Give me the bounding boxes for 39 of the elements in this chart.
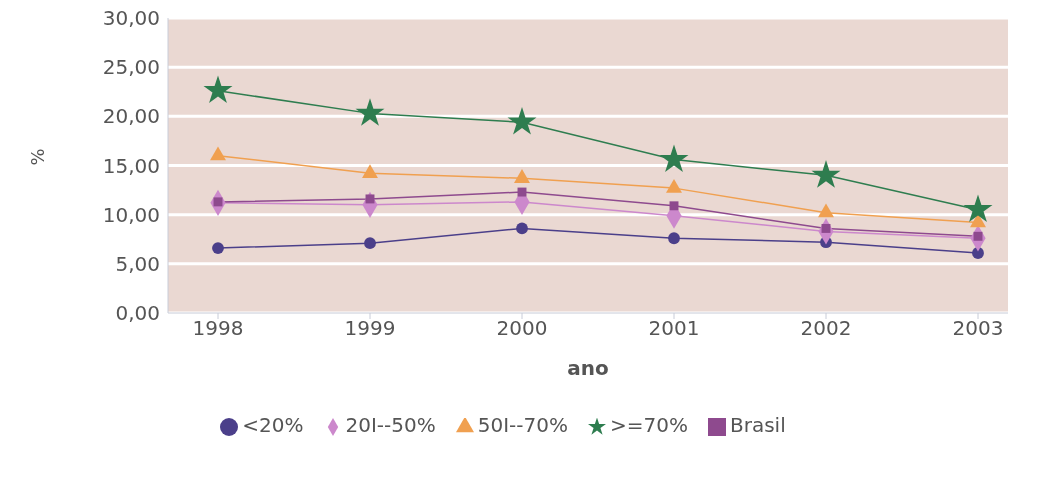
x-tick-label: 2000 bbox=[496, 316, 548, 341]
x-tick-label: 2002 bbox=[800, 316, 852, 341]
point bbox=[668, 232, 680, 245]
x-axis-title: ano bbox=[567, 356, 609, 380]
legend-label: 50I--70% bbox=[477, 413, 568, 437]
y-tick-label: 0,00 bbox=[115, 301, 160, 326]
point bbox=[811, 160, 841, 188]
legend-label: <20% bbox=[242, 413, 304, 437]
legend-label: Brasil bbox=[729, 413, 786, 437]
point bbox=[517, 187, 527, 197]
y-axis-title: % bbox=[27, 148, 49, 166]
legend-label: >=70% bbox=[609, 413, 688, 437]
point bbox=[365, 194, 375, 204]
y-tick-label: 30,00 bbox=[102, 6, 160, 31]
x-tick-label: 2003 bbox=[952, 316, 1004, 341]
x-tick-label: 1998 bbox=[192, 316, 244, 341]
y-tick-label: 15,00 bbox=[102, 153, 160, 178]
point bbox=[364, 237, 376, 250]
point bbox=[516, 222, 528, 235]
point bbox=[362, 164, 378, 178]
y-tick-label: 10,00 bbox=[102, 202, 160, 227]
x-tick-label: 2001 bbox=[648, 316, 700, 341]
point bbox=[818, 203, 834, 218]
point bbox=[669, 201, 679, 211]
point bbox=[355, 98, 385, 126]
point bbox=[212, 242, 224, 255]
point bbox=[210, 146, 226, 161]
y-tick-label: 20,00 bbox=[102, 104, 160, 129]
legend-label: 20I--50% bbox=[345, 413, 436, 437]
point bbox=[659, 144, 689, 172]
point bbox=[970, 213, 986, 228]
point bbox=[514, 169, 530, 183]
point bbox=[203, 75, 233, 104]
y-tick-label: 25,00 bbox=[102, 55, 160, 80]
point bbox=[963, 194, 993, 223]
point bbox=[507, 107, 537, 135]
point bbox=[666, 178, 682, 193]
y-tick-label: 5,00 bbox=[115, 251, 160, 276]
x-tick-label: 1999 bbox=[344, 316, 396, 341]
